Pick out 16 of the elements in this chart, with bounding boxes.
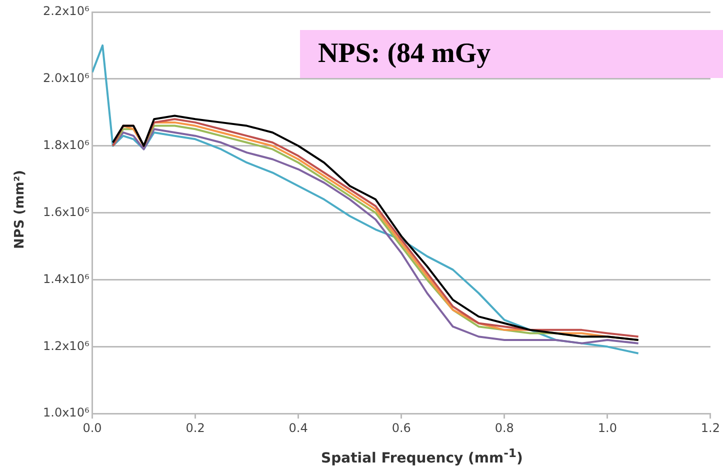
x-tick-label: 0.6: [392, 420, 411, 435]
y-tick-label: 2.0x10⁶: [43, 71, 90, 86]
y-tick-label: 1.2x10⁶: [43, 338, 90, 353]
x-tick-label: 1.0: [598, 420, 617, 435]
y-tick-label: 1.6x10⁶: [43, 204, 90, 219]
y-tick-label: 1.8x10⁶: [43, 138, 90, 152]
x-tick-label: 0.8: [494, 420, 514, 435]
x-tick-label: 0.2: [186, 420, 205, 435]
y-tick-label: 2.2x10⁶: [43, 4, 90, 18]
y-tick-label: 1.0x10⁶: [43, 406, 90, 420]
y-tick-label: 1.4x10⁶: [43, 272, 90, 286]
y-axis-title: NPS (mm²): [12, 169, 28, 251]
x-tick-label: 0.0: [82, 420, 102, 435]
x-axis-title: Spatial Frequency (mm$^{-1}$): [320, 446, 524, 467]
x-tick-label: 0.4: [288, 420, 308, 435]
x-tick-label: 1.2: [700, 420, 720, 435]
